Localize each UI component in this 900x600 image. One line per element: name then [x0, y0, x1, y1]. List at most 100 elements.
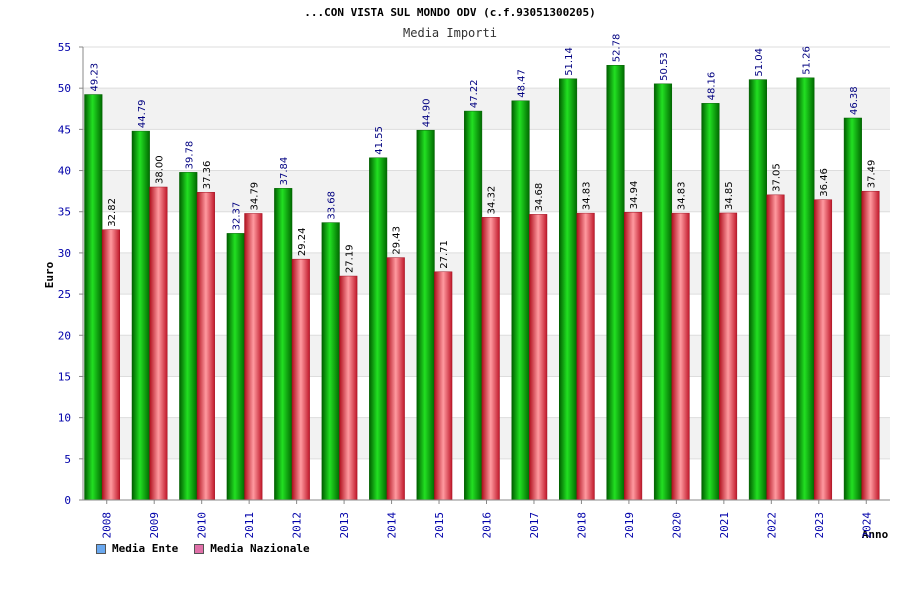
x-tick-label: 2019 [623, 512, 636, 539]
legend-item-nazionale: Media Nazionale [194, 542, 310, 555]
bar-media-nazionale [481, 217, 500, 501]
data-label: 37.05 [772, 163, 783, 192]
data-label: 33.68 [327, 191, 338, 220]
bar-media-nazionale [339, 275, 358, 501]
data-label: 29.24 [297, 228, 308, 257]
y-tick-label: 40 [58, 165, 71, 178]
data-label: 51.14 [564, 47, 575, 76]
bar-media-ente [274, 188, 293, 501]
bar-media-ente [369, 157, 388, 501]
chart-subtitle: Media Importi [403, 26, 497, 40]
x-tick-label: 2013 [338, 512, 351, 539]
data-label: 27.19 [344, 244, 355, 273]
x-tick-label: 2011 [243, 512, 256, 539]
legend: Media Ente Media Nazionale [96, 542, 310, 555]
x-tick-label: 2023 [813, 512, 826, 539]
bar-media-nazionale [861, 190, 880, 501]
bar-media-ente [653, 83, 673, 501]
data-label: 34.68 [534, 183, 545, 212]
bar-media-nazionale [196, 192, 215, 501]
data-label: 34.85 [724, 181, 735, 210]
data-label: 48.47 [517, 69, 528, 98]
data-label: 37.84 [279, 157, 290, 186]
bar-media-nazionale [244, 213, 263, 501]
x-tick-label: 2010 [196, 512, 209, 539]
x-tick-label: 2017 [528, 512, 541, 539]
x-tick-label: 2024 [860, 512, 873, 539]
data-label: 41.55 [374, 126, 385, 155]
data-label: 32.37 [232, 202, 243, 231]
y-tick-label: 55 [58, 41, 71, 54]
data-label: 52.78 [612, 34, 623, 63]
y-tick-label: 45 [58, 123, 71, 136]
data-label: 51.26 [801, 46, 812, 75]
y-tick-label: 35 [58, 206, 71, 219]
y-tick-label: 10 [58, 412, 71, 425]
legend-label-nazionale: Media Nazionale [210, 542, 310, 555]
x-tick-label: 2014 [386, 512, 399, 539]
bar-media-nazionale [624, 211, 643, 501]
bar-media-ente [416, 129, 435, 501]
bar-media-ente [131, 130, 150, 501]
data-label: 44.90 [422, 99, 433, 128]
bar-media-nazionale [766, 194, 785, 501]
bar-media-ente [226, 233, 245, 501]
y-tick-label: 50 [58, 82, 71, 95]
data-label: 47.22 [469, 79, 480, 108]
x-tick-label: 2020 [670, 512, 683, 539]
grid-band [83, 88, 890, 130]
data-label: 27.71 [439, 240, 450, 269]
bar-media-ente [796, 77, 815, 501]
x-tick-label: 2022 [765, 512, 778, 539]
data-label: 44.79 [137, 99, 148, 128]
data-label: 37.36 [202, 161, 213, 190]
bar-media-ente [321, 222, 340, 501]
chart-title: ...CON VISTA SUL MONDO ODV (c.f.93051300… [304, 6, 596, 19]
data-label: 39.78 [184, 141, 195, 170]
bar-media-nazionale [719, 212, 738, 501]
data-label: 29.43 [392, 226, 403, 255]
bar-media-ente [701, 103, 720, 501]
data-label: 50.53 [659, 52, 670, 81]
y-tick-label: 20 [58, 329, 71, 342]
bar-media-ente [84, 94, 103, 501]
data-label: 46.38 [849, 86, 860, 115]
bar-media-nazionale [813, 199, 833, 501]
x-tick-label: 2009 [148, 512, 161, 539]
data-label: 34.94 [629, 181, 640, 210]
data-label: 34.32 [487, 186, 498, 215]
bar-media-ente [843, 117, 862, 501]
bar-media-nazionale [671, 212, 690, 501]
y-tick-label: 25 [58, 288, 71, 301]
bar-media-ente [606, 65, 625, 501]
bar-media-nazionale [291, 258, 310, 501]
y-tick-label: 5 [64, 453, 71, 466]
legend-label-ente: Media Ente [112, 542, 179, 555]
bar-media-nazionale [576, 212, 595, 501]
bar-media-ente [179, 172, 198, 501]
legend-swatch-ente [96, 543, 106, 554]
x-tick-label: 2018 [575, 512, 588, 539]
bar-media-nazionale [386, 257, 405, 501]
data-label: 49.23 [89, 63, 100, 92]
data-label: 32.82 [107, 198, 118, 227]
data-label: 36.46 [819, 168, 830, 197]
y-tick-label: 30 [58, 247, 71, 260]
x-tick-label: 2008 [101, 512, 114, 539]
bar-media-nazionale [101, 229, 120, 501]
x-tick-label: 2015 [433, 512, 446, 539]
data-label: 34.83 [582, 181, 593, 210]
bar-media-ente [748, 79, 767, 501]
bar-media-nazionale [149, 186, 168, 501]
y-tick-label: 0 [64, 494, 71, 507]
data-label: 34.79 [249, 182, 260, 211]
y-axis-label: Euro [43, 261, 56, 288]
x-tick-label: 2016 [481, 512, 494, 539]
bar-media-ente [464, 110, 483, 501]
data-label: 51.04 [754, 48, 765, 77]
data-label: 38.00 [154, 155, 165, 184]
x-axis-label: Anno [862, 528, 889, 541]
data-label: 37.49 [866, 160, 877, 189]
y-tick-label: 15 [58, 370, 71, 383]
